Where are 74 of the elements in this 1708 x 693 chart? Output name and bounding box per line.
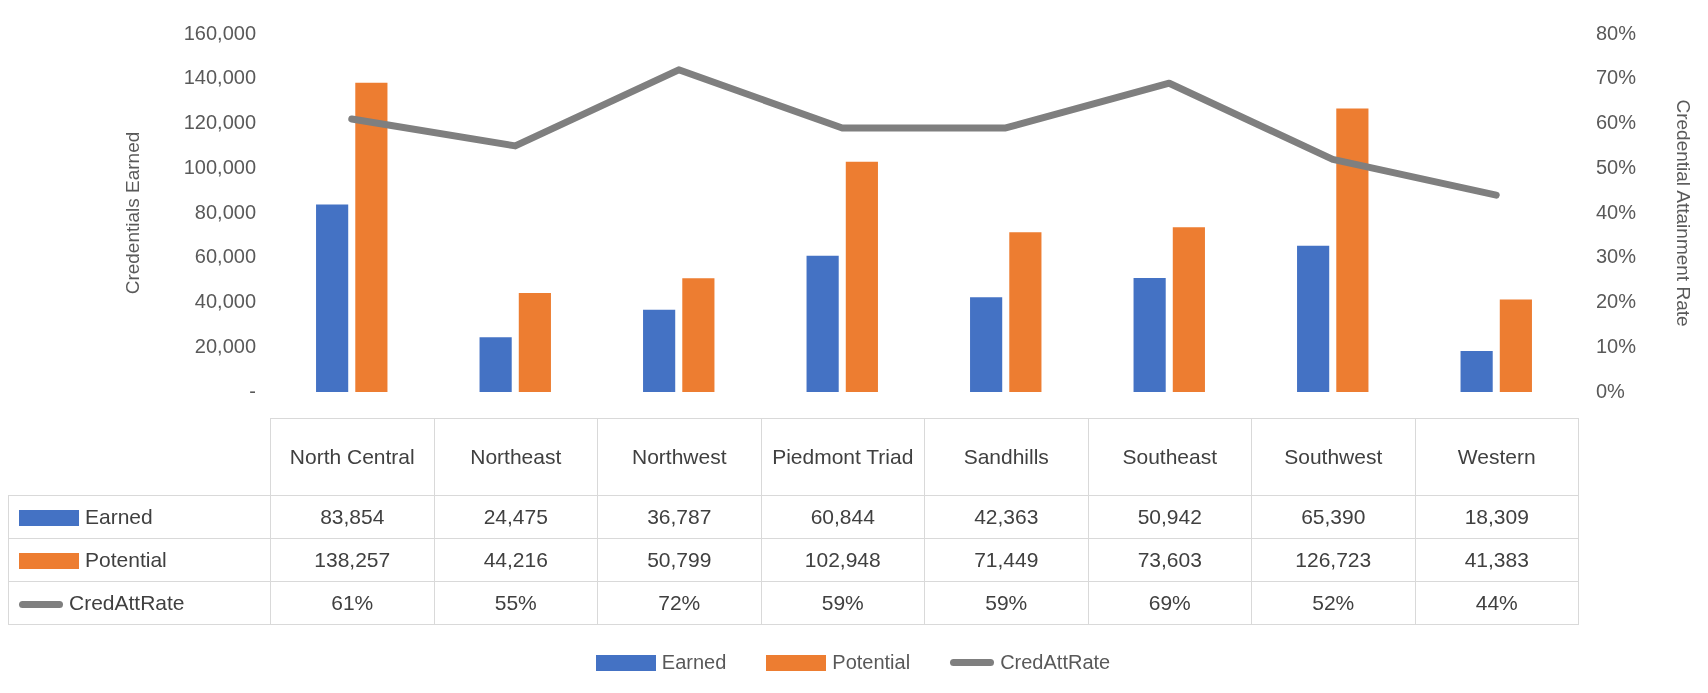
y2-axis-title: Credential Attainment Rate	[1673, 99, 1695, 327]
data-label: 83,854	[270, 495, 434, 539]
x-tick-label: Western	[1415, 418, 1579, 496]
y2-tick-label: 0%	[1596, 379, 1626, 402]
data-label: 24,475	[434, 495, 598, 539]
bar	[1133, 278, 1166, 392]
y-tick-label: 80,000	[194, 200, 256, 223]
text: Earned	[661, 651, 727, 673]
y-tick-label: 100,000	[183, 155, 256, 178]
y-tick-label: 20,000	[194, 334, 256, 357]
bar	[1172, 227, 1205, 392]
x-tick-label: Piedmont Triad	[761, 418, 925, 496]
data-label: 52%	[1251, 581, 1415, 625]
bar	[682, 278, 715, 392]
bar	[1336, 108, 1369, 392]
x-tick-label: Sandhills	[924, 418, 1088, 496]
y2-tick-label: 40%	[1596, 200, 1637, 223]
legend-label: CredAttRate	[69, 591, 185, 614]
y-tick-label: -	[249, 379, 256, 402]
bar	[479, 337, 512, 392]
y-axis-title: Credentials Earned	[121, 131, 143, 295]
y2-tick-label: 60%	[1596, 111, 1637, 134]
data-label: 138,257	[270, 538, 434, 582]
y-tick-label: 120,000	[183, 111, 256, 134]
y-tick-label: 40,000	[194, 290, 256, 313]
data-label: 18,309	[1415, 495, 1579, 539]
data-label: 44%	[1415, 581, 1579, 625]
x-tick-label: Southeast	[1088, 418, 1252, 496]
data-label: 60,844	[761, 495, 925, 539]
data-label: 69%	[1088, 581, 1252, 625]
bar	[970, 297, 1003, 392]
bar	[1297, 245, 1330, 392]
x-tick-label: Northwest	[597, 418, 761, 496]
y2-tick-label: 50%	[1596, 155, 1637, 178]
bar	[316, 204, 349, 392]
y2-tick-label: 80%	[1596, 21, 1637, 44]
data-label: 72%	[597, 581, 761, 625]
bar	[806, 255, 839, 392]
y-tick-label: 160,000	[183, 21, 256, 44]
y-tick-label: 140,000	[183, 66, 256, 89]
data-label: 73,603	[1088, 538, 1252, 582]
data-label: 126,723	[1251, 538, 1415, 582]
text: CredAttRate	[1000, 651, 1111, 673]
data-label: 50,942	[1088, 495, 1252, 539]
data-label: 59%	[761, 581, 925, 625]
x-tick-label: Southwest	[1251, 418, 1415, 496]
data-label: 61%	[270, 581, 434, 625]
data-label: 71,449	[924, 538, 1088, 582]
data-label: 36,787	[597, 495, 761, 539]
y2-tick-label: 30%	[1596, 245, 1637, 268]
bar	[518, 293, 551, 392]
legend-label: Earned	[85, 505, 153, 528]
data-label: 65,390	[1251, 495, 1415, 539]
y-tick-label: 60,000	[194, 245, 256, 268]
data-label: 59%	[924, 581, 1088, 625]
y2-tick-label: 20%	[1596, 290, 1637, 313]
data-label: 44,216	[434, 538, 598, 582]
data-label: 55%	[434, 581, 598, 625]
bar	[1009, 232, 1042, 392]
y2-tick-label: 10%	[1596, 334, 1637, 357]
x-tick-label: North Central	[270, 418, 434, 496]
data-label: 41,383	[1415, 538, 1579, 582]
bar	[845, 161, 878, 392]
bar	[643, 309, 676, 392]
bar	[355, 82, 388, 392]
data-label: 42,363	[924, 495, 1088, 539]
legend-label: Potential	[85, 548, 167, 571]
text: Potential	[832, 651, 911, 673]
y2-tick-label: 70%	[1596, 66, 1637, 89]
data-label: 50,799	[597, 538, 761, 582]
data-label: 102,948	[761, 538, 925, 582]
bar	[1499, 299, 1532, 392]
bar	[1460, 351, 1493, 392]
x-tick-label: Northeast	[434, 418, 598, 496]
